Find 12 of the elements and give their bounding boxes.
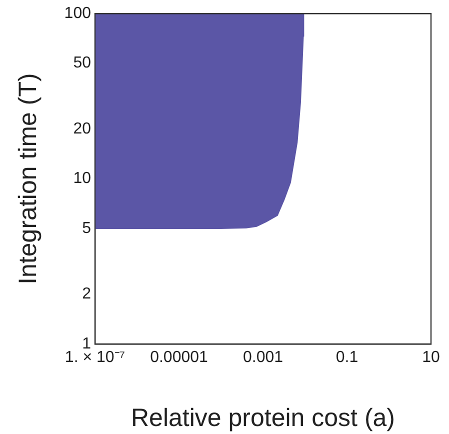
x-axis-title: Relative protein cost (a) — [130, 404, 396, 432]
y-tick-label: 5 — [82, 220, 92, 237]
y-tick-label: 50 — [73, 54, 92, 72]
y-tick-label: 20 — [73, 120, 92, 138]
y-axis-title: Integration time (T) — [14, 73, 42, 284]
y-tick-label: 10 — [73, 170, 92, 188]
x-tick-label: 0.1 — [336, 349, 358, 366]
y-tick-label: 2 — [82, 286, 92, 303]
y-tick-label: 100 — [64, 5, 92, 22]
x-tick-label: 10 — [422, 349, 440, 366]
x-tick-label: 0.00001 — [150, 349, 208, 366]
x-tick-label: 0.001 — [242, 349, 284, 366]
